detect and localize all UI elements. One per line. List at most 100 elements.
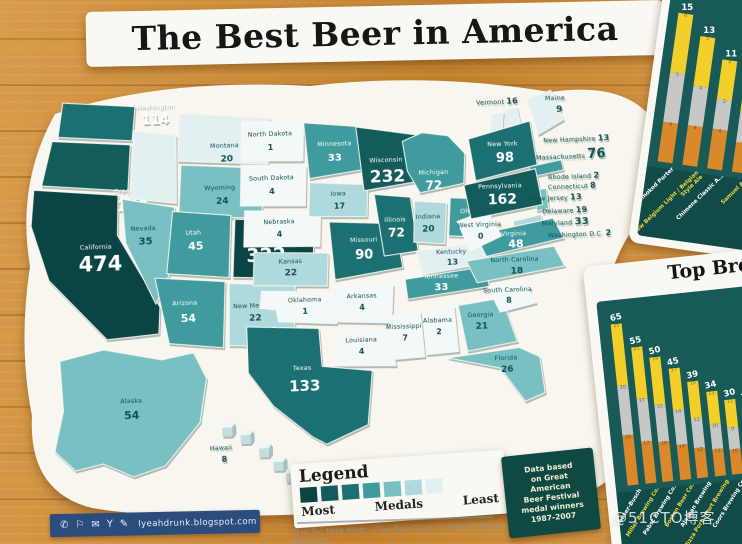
state-VA	[474, 217, 565, 258]
state-name-MO: Missouri	[350, 236, 378, 244]
flag-icon[interactable]: ⚐	[75, 518, 85, 531]
seg-silver: 3	[736, 112, 742, 145]
state-name-GA: Georgia	[467, 311, 493, 319]
state-value-GA: 21	[475, 321, 488, 331]
state-name-WY: Wyoming	[204, 184, 235, 192]
seg-silver: 4	[687, 85, 709, 128]
state-value-MI: 72	[425, 178, 442, 193]
state-WA	[57, 102, 136, 142]
seg-silver: 5	[663, 72, 685, 124]
state-name-CA: California	[80, 244, 112, 252]
state-name-WV: West Virginia	[457, 221, 501, 230]
legend-swatch-0	[299, 486, 318, 503]
state-name-MN: Minnesota	[317, 140, 352, 148]
state-value-UT: 45	[188, 239, 204, 253]
state-name-NE: Nebraska	[263, 218, 295, 226]
state-MI	[401, 132, 466, 194]
seg-silver: 9	[727, 426, 741, 450]
state-LA	[333, 327, 397, 367]
state-name-MT: Montana	[210, 142, 239, 150]
state-label-RI: Rhode Island 2	[548, 171, 600, 182]
pencil-icon[interactable]: ✎	[119, 518, 129, 530]
footer-icons: ✆ ⚐ ✉ Y ✎	[59, 518, 129, 531]
state-value-ND: 1	[267, 143, 273, 152]
state-value-NE: 4	[277, 230, 283, 239]
state-value-WI: 232	[369, 166, 405, 187]
island-cube	[273, 461, 284, 472]
seg-gold: 5	[693, 36, 716, 88]
state-name-AZ: Arizona	[172, 300, 197, 308]
state-name-OK: Oklahoma	[288, 296, 322, 304]
state-name-SD: South Dakota	[249, 174, 294, 183]
state-value-SC: 8	[506, 296, 512, 305]
state-name-AR: Arkansas	[346, 292, 377, 300]
state-value-TN: 33	[434, 282, 448, 293]
state-name-TX: Texas	[292, 365, 312, 373]
state-value-FL: 26	[501, 365, 514, 375]
flickr-icon[interactable]: Y	[106, 518, 113, 530]
legend-medals-label: Medals	[374, 496, 424, 514]
ne-state-sliver	[526, 89, 565, 136]
state-name-KS: Kansas	[279, 258, 303, 266]
state-label-NJ: New Jersey 13	[531, 192, 582, 203]
legend-least-label: Least	[462, 491, 500, 508]
state-name-IA: Iowa	[330, 190, 346, 198]
seg-gold: 17	[668, 366, 684, 411]
seg-silver: 10	[709, 422, 723, 450]
title-banner: The Best Beer in America	[85, 0, 665, 68]
state-value-MT: 20	[220, 154, 233, 164]
state-name-KY: Kentucky	[436, 248, 467, 256]
seg-silver: 3	[712, 99, 732, 131]
bar-value: 55	[628, 334, 643, 347]
state-value-OK: 1	[302, 307, 308, 316]
state-name-NC: North Carolina	[490, 256, 539, 265]
state-value-WY: 24	[216, 196, 229, 206]
state-AZ	[154, 277, 226, 349]
medal-bar: 11 10 13 34	[704, 379, 726, 477]
state-value-IA: 17	[334, 201, 345, 210]
island-cube	[258, 448, 270, 458]
seg-bronze: 4	[657, 122, 679, 164]
phone-icon[interactable]: ✆	[59, 519, 69, 531]
state-name-SC: South Carolina	[483, 286, 532, 295]
state-TX	[246, 326, 373, 445]
state-value-MN: 33	[328, 153, 342, 164]
state-name-AK: Alaska	[120, 398, 142, 406]
seg-gold: 11	[724, 398, 739, 428]
state-name-MS: Mississippi	[386, 323, 422, 331]
page-title: The Best Beer in America	[131, 8, 619, 59]
seg-bronze: 10	[729, 448, 742, 475]
state-NY	[467, 120, 538, 182]
state-IN	[413, 200, 447, 245]
state-label-DE: Delaware 19	[542, 205, 588, 216]
legend-swatch-4	[383, 480, 402, 498]
bar-value: 45	[665, 355, 680, 369]
island-cube	[222, 423, 236, 428]
state-value-MS: 7	[402, 333, 408, 342]
seg-bronze: 12	[694, 447, 709, 479]
top-breweries-chart-panel: 20 20 25 65 Anheuser-Busch 17 17 21 55 Miller Bre…	[596, 271, 742, 544]
blog-footer-bar: ✆ ⚐ ✉ Y ✎ lyeahdrunk.blogspot.com	[49, 509, 261, 538]
state-ID	[129, 130, 177, 204]
seg-gold: 4	[716, 59, 738, 102]
mail-icon[interactable]: ✉	[91, 518, 100, 530]
seg-gold: 25	[610, 322, 629, 387]
bar-value: 50	[647, 344, 662, 358]
seg-bronze: 11	[711, 447, 726, 477]
state-FL	[447, 346, 546, 402]
blog-url-link[interactable]: lyeahdrunk.blogspot.com	[138, 516, 257, 529]
state-name-AL: Alabama	[423, 317, 452, 325]
state-name-OH: Ohio	[460, 208, 476, 216]
state-value-NY: 98	[496, 150, 515, 166]
island-cube	[250, 430, 254, 444]
state-value-MO: 90	[355, 247, 374, 263]
seg-bronze: 17	[640, 440, 656, 484]
state-KS	[252, 252, 329, 287]
island-cube	[240, 434, 251, 445]
state-name-NY: New York	[487, 140, 518, 148]
seg-silver: 17	[636, 397, 652, 442]
state-value-WV: 0	[478, 232, 484, 241]
medal-bar: 12 12 15 39	[685, 369, 709, 479]
legend-swatch-6	[425, 477, 444, 495]
